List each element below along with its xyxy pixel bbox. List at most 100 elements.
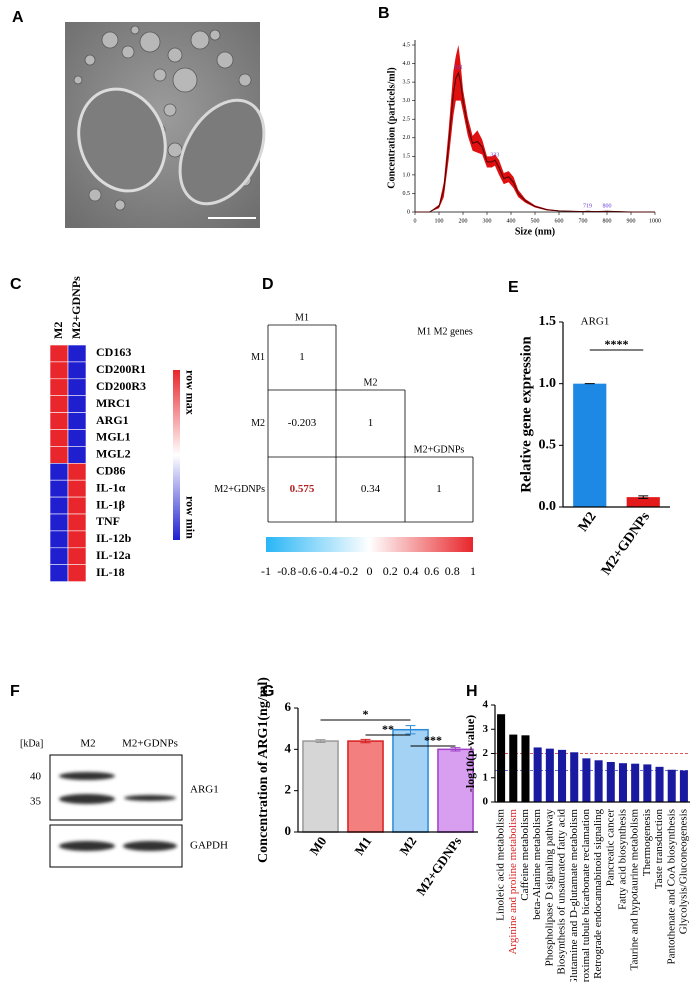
row-label: IL-1β	[96, 497, 125, 511]
x-tick-label: 300	[483, 218, 492, 224]
heatmap-cell	[67, 361, 87, 380]
corr-value: 0.34	[361, 483, 381, 495]
x-tick-label: 400	[507, 218, 516, 224]
corr-value: 1	[299, 351, 305, 363]
row-label: IL-12a	[96, 548, 131, 562]
bar	[643, 764, 652, 802]
panel-label: F	[10, 683, 20, 700]
heatmap-cell	[67, 547, 87, 565]
corr-value: 1	[368, 417, 374, 429]
y-axis-label: Concentration of ARG1(ng/ml)	[256, 677, 271, 863]
error-bar	[315, 739, 326, 744]
bar	[573, 383, 607, 507]
bar	[594, 760, 603, 802]
heatmap-cell	[49, 412, 69, 430]
x-tick-label: M2	[396, 834, 419, 858]
error-bar	[450, 747, 461, 752]
x-tick-label: Phospholipase D signaling pathway	[543, 809, 555, 967]
heatmap-cell	[67, 446, 87, 464]
legend-label: row max	[183, 370, 197, 415]
y-tick-label: 0	[483, 796, 489, 808]
error-bar	[405, 725, 416, 735]
heatmap-cell	[67, 412, 87, 430]
bar	[606, 761, 615, 802]
heatmap-cell	[49, 462, 69, 481]
y-tick-label: 2	[483, 747, 489, 759]
row-label: MGL1	[96, 430, 131, 444]
heatmap-cell	[49, 446, 69, 464]
blot-marker: 40	[30, 771, 42, 783]
x-tick-label: M2	[576, 510, 600, 535]
y-tick-label: 4	[483, 699, 489, 711]
significance-label: *	[363, 707, 369, 721]
x-tick-label: M0	[306, 834, 329, 858]
error-bar	[638, 495, 649, 499]
colorbar-tick-label: -0.4	[319, 564, 338, 578]
bar	[509, 734, 518, 802]
row-header: M2+GDNPs	[214, 484, 265, 495]
heatmap-cell	[49, 429, 69, 447]
x-tick-label: M2+GDNPs	[599, 509, 654, 578]
y-tick-label: 1	[483, 771, 489, 783]
colorbar	[173, 370, 180, 540]
x-tick-label: Caffeine metabolism	[519, 809, 531, 901]
x-tick-label: Pantothenate and CoA biosynthesis	[665, 809, 677, 965]
peak-label: 719	[583, 204, 592, 210]
colorbar	[266, 537, 473, 552]
blot-lane: M2+GDNPs	[122, 738, 178, 750]
x-tick-label: 900	[627, 218, 636, 224]
significance-label: ****	[605, 337, 629, 351]
x-tick-label: M2+GDNPs	[413, 834, 464, 898]
colorbar-tick-label: 0.2	[383, 564, 398, 578]
column-header: M2	[364, 377, 378, 388]
bar	[545, 748, 554, 802]
heatmap-cell	[49, 547, 69, 565]
error-band	[415, 45, 655, 212]
corr-value: -0.203	[288, 417, 317, 429]
row-label: IL-1α	[96, 480, 126, 494]
y-tick-label: 0.0	[539, 499, 557, 514]
y-tick-label: 0	[285, 823, 292, 838]
western-blot: [kDa] 40 35 M2 M2+GDNPs ARG1 GAPDH	[20, 738, 228, 868]
x-tick-label: 200	[459, 218, 468, 224]
colorbar-tick-label: -1	[261, 564, 271, 578]
blot-marker: 35	[30, 796, 42, 808]
colorbar-tick-label: 1	[470, 564, 476, 578]
row-label: ARG1	[96, 413, 129, 427]
heatmap-cell	[67, 462, 87, 481]
peak-label: 333	[490, 152, 499, 158]
heatmap-cell	[49, 564, 69, 582]
heatmap-cell	[67, 479, 87, 498]
colorbar-tick-label: 0.6	[424, 564, 439, 578]
corr-value: 1	[436, 483, 442, 495]
panel-label: D	[262, 276, 274, 293]
row-label: IL-18	[96, 565, 125, 579]
y-tick-label: 3	[483, 723, 489, 735]
x-tick-label: 700	[579, 218, 588, 224]
tem-image	[65, 22, 266, 228]
heatmap-cell	[49, 344, 69, 363]
colorbar-tick-label: 0.4	[403, 564, 418, 578]
y-tick-label: 1.5	[403, 154, 411, 160]
bar	[533, 747, 542, 802]
bar	[626, 497, 660, 507]
y-tick-label: 3.5	[403, 79, 411, 85]
x-tick-label: Fatty acid biosynthesis	[617, 809, 629, 910]
column-header: M2+GDNPs	[414, 444, 465, 455]
heatmap-cell	[67, 395, 87, 413]
bar	[347, 740, 384, 833]
heatmap-cell	[49, 479, 69, 498]
y-tick-label: 6	[285, 699, 292, 714]
chart-title: ARG1	[581, 316, 610, 328]
y-tick-label: 0	[407, 209, 410, 215]
heatmap-cell	[49, 361, 69, 380]
x-tick-label: Taste transduction	[653, 809, 665, 890]
x-tick-label: Biosynthesis of unsaturated fatty acid	[556, 809, 568, 975]
bar	[655, 766, 664, 802]
row-label: IL-12b	[96, 531, 132, 545]
y-axis-label: Concentration (particels/ml)	[386, 67, 397, 188]
bar	[679, 770, 688, 802]
x-axis-label: Size (nm)	[515, 226, 555, 237]
bar	[570, 752, 579, 802]
x-tick-label: Taurine and hypotaurine metabolism	[629, 809, 641, 971]
